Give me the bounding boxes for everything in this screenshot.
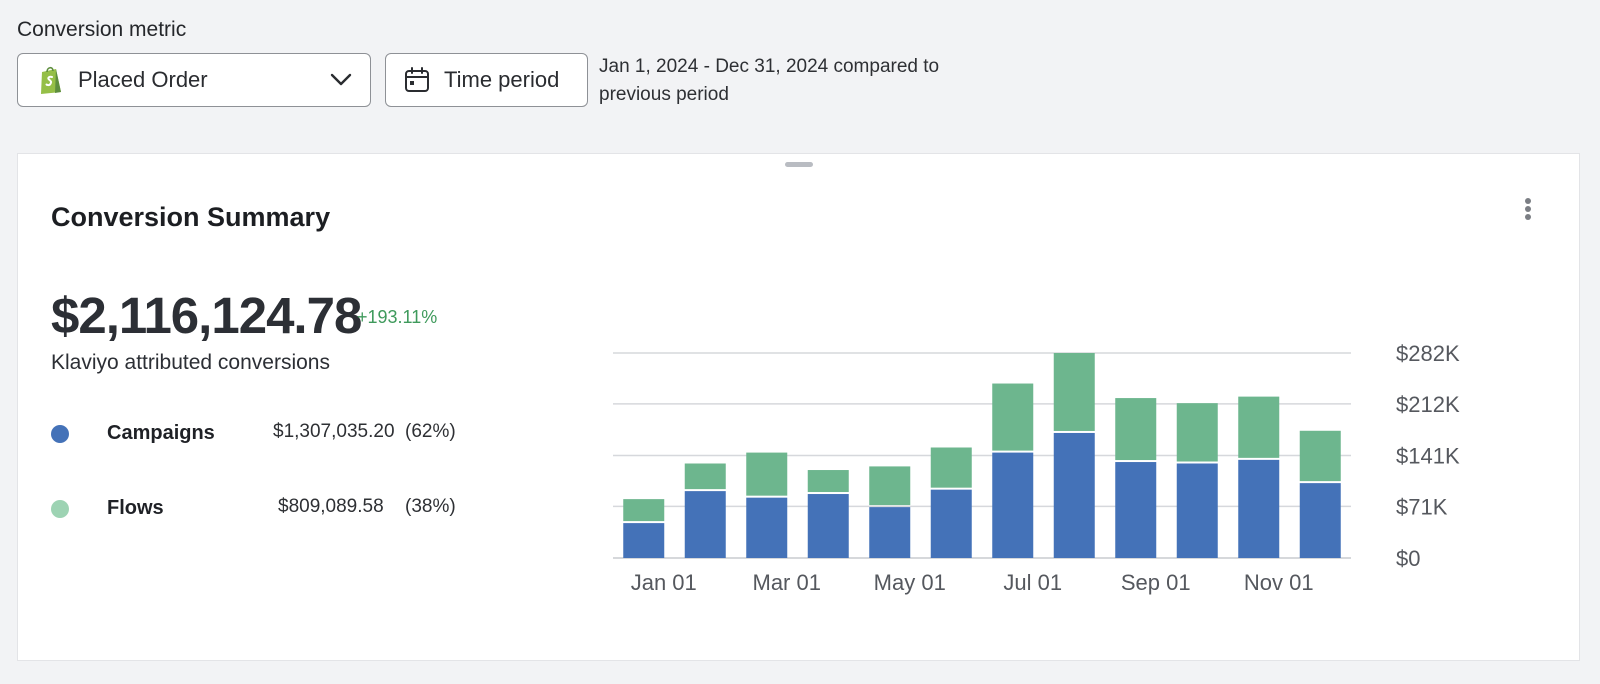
legend-amount-campaigns: $1,307,035.20 [273,421,395,442]
conversion-bar-chart: $0 $71K $141K $212K $282K Jan 01 Mar 01 May 01 J… [613,341,1460,595]
bar-flows [869,466,911,506]
bar-campaigns [930,489,972,558]
y-tick-label: $282K [1396,341,1460,366]
bar-campaigns [684,491,726,558]
x-tick-label: May 01 [874,570,946,595]
conversions-subtitle: Klaviyo attributed conversions [51,351,330,374]
legend-share-campaigns: (62%) [405,421,456,442]
x-tick-label: Mar 01 [753,570,821,595]
x-tick-label: Jul 01 [1003,570,1062,595]
bar-flows [684,463,726,490]
bar-flows [623,499,665,522]
legend-label-campaigns: Campaigns [107,422,215,444]
bar-campaigns [807,494,849,558]
bar-flows [807,470,849,493]
date-range-text: Jan 1, 2024 - Dec 31, 2024 compared to p… [599,56,940,105]
more-options-icon[interactable] [1518,194,1538,224]
bar-campaigns [992,452,1034,558]
y-tick-label: $141K [1396,444,1460,469]
x-tick-label: Sep 01 [1121,570,1191,595]
card-title: Conversion Summary [51,202,331,232]
percent-change-badge: +193.11% [357,307,438,327]
bar-flows [746,452,788,496]
bar-flows [1238,396,1280,458]
bar-flows [1115,398,1157,461]
x-tick-label: Jan 01 [631,570,697,595]
selected-metric-value: Placed Order [78,67,208,92]
legend-item-campaigns: Campaigns $1,307,035.20 (62%) [51,419,471,449]
y-tick-label: $0 [1396,546,1420,571]
bar-campaigns [869,507,911,558]
flows-dot [51,500,69,518]
bar-flows [1299,430,1341,482]
conversion-metric-label: Conversion metric [17,18,187,41]
y-tick-label: $71K [1396,494,1448,519]
bar-flows [930,447,972,488]
time-period-button[interactable]: Time period [385,53,588,107]
campaigns-dot [51,425,69,443]
y-tick-label: $212K [1396,392,1460,417]
bar-campaigns [1115,462,1157,558]
shopify-icon [41,66,61,94]
bar-flows [992,383,1034,451]
total-conversions-value: $2,116,124.78 [51,287,362,344]
calendar-icon [405,67,429,92]
legend-label-flows: Flows [107,497,164,519]
bar-campaigns [1299,483,1341,558]
conversion-summary-card: Conversion Summary $2,116,124.78 +193.11… [17,153,1580,661]
bar-campaigns [623,523,665,558]
bar-campaigns [1176,463,1218,558]
drag-handle[interactable] [785,162,813,167]
bar-flows [1176,403,1218,462]
chevron-down-icon [330,73,352,86]
legend-share-flows: (38%) [405,496,456,517]
time-period-label: Time period [444,67,560,92]
conversion-metric-select[interactable]: Placed Order [17,53,371,107]
bar-campaigns [1053,432,1095,558]
legend-amount-flows: $809,089.58 [278,496,384,517]
legend-item-flows: Flows $809,089.58 (38%) [51,494,471,524]
bar-flows [1053,353,1095,431]
bar-campaigns [746,497,788,558]
bar-campaigns [1238,459,1280,558]
x-tick-label: Nov 01 [1244,570,1314,595]
